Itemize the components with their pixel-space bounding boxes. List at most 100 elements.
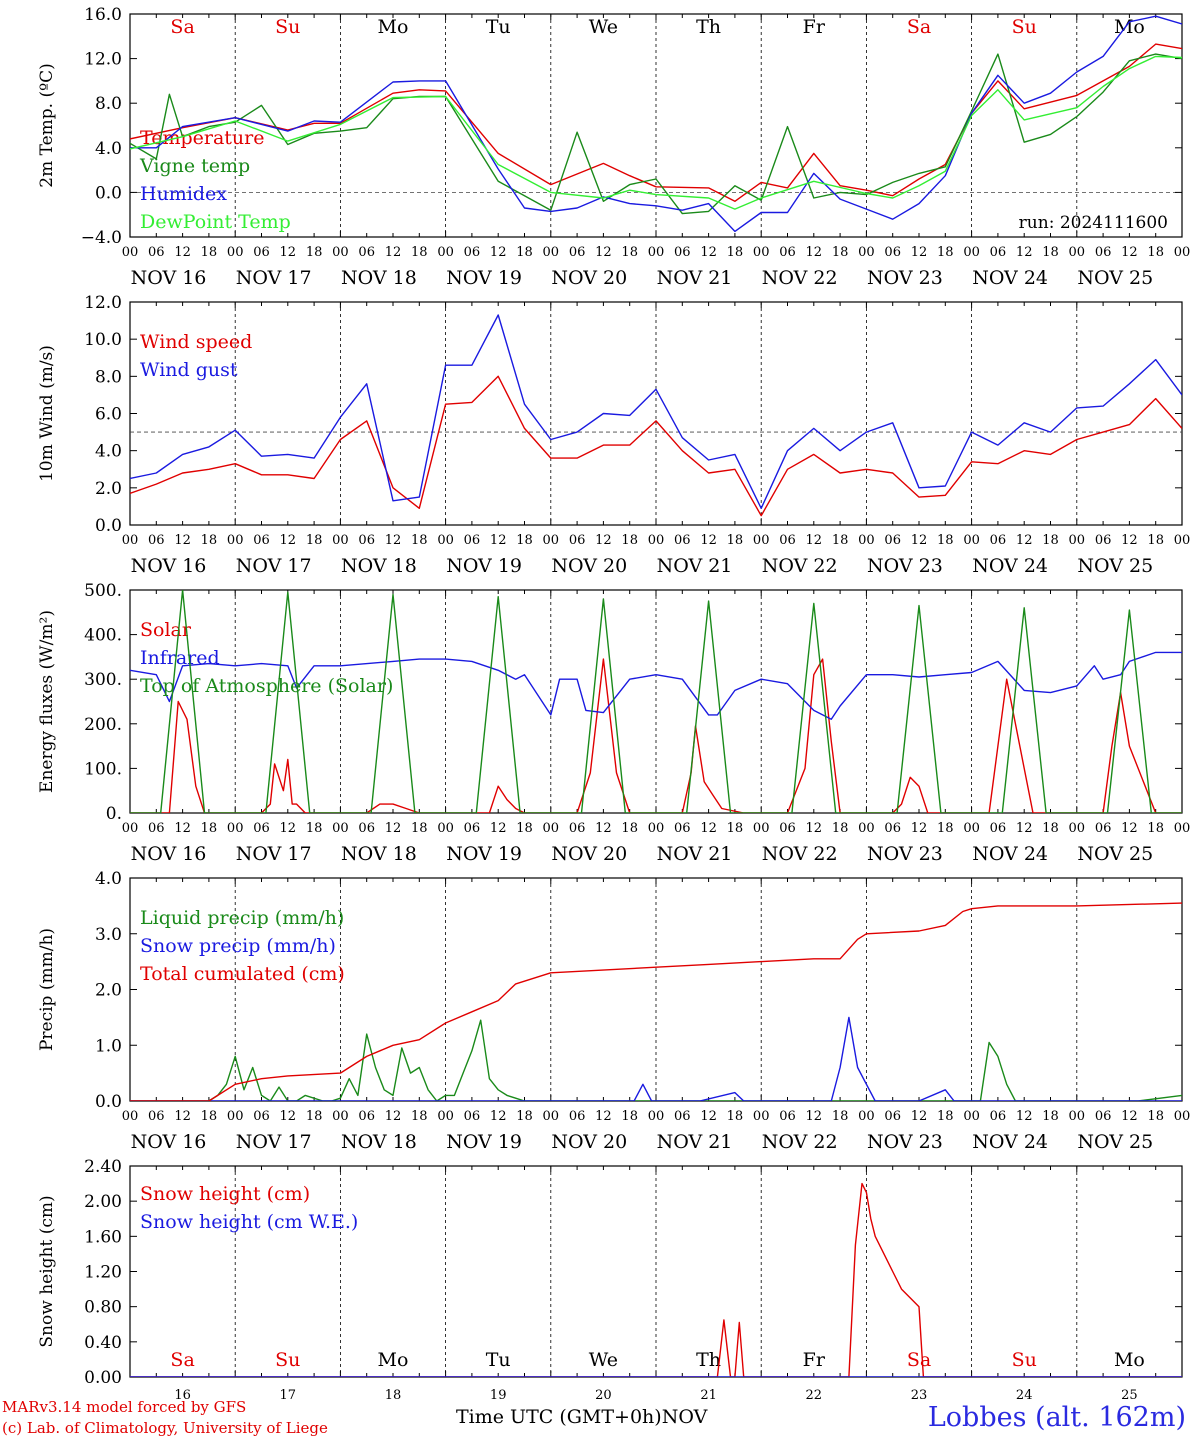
hour-tick-label: 06 [148, 821, 165, 836]
hour-tick-label: 12 [1016, 533, 1033, 548]
date-label: NOV 17 [236, 555, 312, 577]
date-label: NOV 16 [131, 267, 207, 289]
hour-tick-label: 06 [990, 245, 1007, 260]
date-label: NOV 22 [762, 555, 838, 577]
series-line-1 [130, 1182, 1182, 1377]
y-tick-label: 16.0 [84, 5, 122, 25]
y-tick-label: 8.0 [95, 367, 122, 387]
hour-tick-label: 18 [1042, 1109, 1059, 1124]
hour-tick-label: 00 [648, 245, 665, 260]
hour-tick-label: 00 [858, 821, 875, 836]
hour-tick-label: 00 [963, 1109, 980, 1124]
hour-tick-label: 06 [464, 1109, 481, 1124]
y-tick-label: 300. [84, 670, 122, 690]
legend-entry: Snow height (cm) [140, 1183, 310, 1205]
hour-tick-label: 18 [1042, 821, 1059, 836]
y-axis-label: 2m Temp. (ºC) [37, 63, 57, 188]
panel-2: 0.0 2.0 4.0 6.0 8.0 10.0 12.0 10m Wind (m/s) 00 0… [37, 293, 1190, 577]
month-label: NOV [661, 1406, 708, 1428]
date-label: NOV 18 [341, 1131, 417, 1153]
hour-tick-label: 00 [227, 533, 244, 548]
legend-entry: DewPoint Temp [140, 211, 291, 233]
day-number-label: 25 [1121, 1388, 1138, 1403]
hour-tick-label: 18 [937, 821, 954, 836]
hour-tick-label: 18 [516, 245, 533, 260]
y-tick-label: 6.0 [95, 405, 122, 425]
hour-tick-label: 18 [621, 1109, 638, 1124]
weekday-label: Fr [803, 16, 826, 38]
legend-entry: Top of Atmosphere (Solar) [140, 675, 393, 697]
legend-entry: Solar [140, 619, 192, 641]
hour-tick-label: 12 [700, 245, 717, 260]
y-tick-label: 1.20 [84, 1263, 122, 1283]
panel-1: −4.0 0.0 4.0 8.0 12.0 16.0 2m Temp. (ºC) 00 06 12… [37, 5, 1190, 289]
hour-tick-label: 06 [358, 533, 375, 548]
hour-tick-label: 06 [569, 821, 586, 836]
weekday-label: Th [696, 1349, 721, 1371]
date-label: NOV 19 [446, 267, 522, 289]
panel-4: 0.0 1.0 2.0 3.0 4.0 Precip (mm/h) 00 06 12 18 NOV … [37, 869, 1190, 1153]
hour-tick-label: 12 [595, 245, 612, 260]
weekday-label: Fr [803, 1349, 826, 1371]
hour-tick-label: 12 [1121, 245, 1138, 260]
y-tick-label: 0.40 [84, 1333, 122, 1353]
hour-tick-label: 12 [385, 533, 402, 548]
y-tick-label: 4.0 [95, 869, 122, 889]
hour-tick-label: 00 [543, 533, 560, 548]
hour-tick-label: 06 [990, 1109, 1007, 1124]
hour-tick-label: 18 [306, 1109, 323, 1124]
hour-tick-label: 18 [1147, 533, 1164, 548]
date-label: NOV 18 [341, 555, 417, 577]
date-label: NOV 19 [446, 843, 522, 865]
date-label: NOV 18 [341, 267, 417, 289]
hour-tick-label: 06 [990, 821, 1007, 836]
y-tick-label: 12.0 [84, 293, 122, 313]
date-label: NOV 21 [657, 1131, 733, 1153]
hour-tick-label: 18 [832, 1109, 849, 1124]
hour-tick-label: 12 [806, 1109, 823, 1124]
hour-tick-label: 00 [1174, 1109, 1191, 1124]
hour-tick-label: 18 [621, 533, 638, 548]
hour-tick-label: 00 [122, 533, 139, 548]
hour-tick-label: 12 [806, 245, 823, 260]
hour-tick-label: 18 [621, 821, 638, 836]
weekday-label: Mo [378, 1349, 409, 1371]
date-label: NOV 19 [446, 555, 522, 577]
time-axis-label: Time UTC (GMT+0h) [456, 1406, 662, 1428]
hour-tick-label: 00 [1069, 1109, 1086, 1124]
hour-tick-label: 18 [832, 821, 849, 836]
day-number-label: 20 [595, 1388, 612, 1403]
weekday-label: Mo [378, 16, 409, 38]
hour-tick-label: 18 [201, 1109, 218, 1124]
day-number-label: 21 [700, 1388, 717, 1403]
hour-tick-label: 00 [437, 245, 454, 260]
date-label: NOV 17 [236, 843, 312, 865]
hour-tick-label: 18 [1042, 245, 1059, 260]
hour-tick-label: 06 [674, 821, 691, 836]
series-line-1 [130, 375, 1182, 517]
hour-tick-label: 00 [332, 1109, 349, 1124]
hour-tick-label: 12 [911, 821, 928, 836]
hour-tick-label: 12 [490, 245, 507, 260]
date-label: NOV 24 [972, 1131, 1048, 1153]
hour-tick-label: 00 [437, 1109, 454, 1124]
weekday-label: Su [1012, 1349, 1037, 1371]
hour-tick-label: 06 [464, 821, 481, 836]
hour-tick-label: 00 [437, 533, 454, 548]
hour-tick-label: 06 [1095, 245, 1112, 260]
hour-tick-label: 00 [122, 1109, 139, 1124]
weekday-label: Sa [907, 1349, 931, 1371]
hour-tick-label: 00 [963, 533, 980, 548]
series-line-2 [130, 651, 1182, 720]
hour-tick-label: 18 [1147, 1109, 1164, 1124]
date-label: NOV 17 [236, 1131, 312, 1153]
date-label: NOV 25 [1077, 1131, 1153, 1153]
hour-tick-label: 00 [332, 533, 349, 548]
hour-tick-label: 12 [911, 245, 928, 260]
date-label: NOV 22 [762, 267, 838, 289]
y-tick-label: 1.0 [95, 1036, 122, 1056]
panel-5: 0.00 0.40 0.80 1.20 1.60 2.00 2.40 Snow height … [37, 1157, 1183, 1403]
y-tick-label: 200. [84, 715, 122, 735]
y-axis-label: 10m Wind (m/s) [37, 345, 57, 482]
